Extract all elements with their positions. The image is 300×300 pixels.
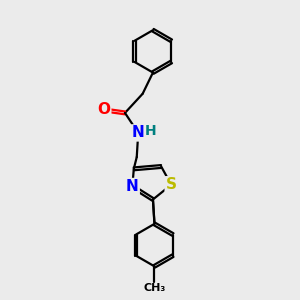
Text: H: H (145, 124, 156, 138)
Text: O: O (97, 103, 110, 118)
Text: N: N (126, 179, 139, 194)
Text: S: S (166, 177, 177, 192)
Text: CH₃: CH₃ (143, 283, 166, 293)
Text: N: N (132, 125, 145, 140)
